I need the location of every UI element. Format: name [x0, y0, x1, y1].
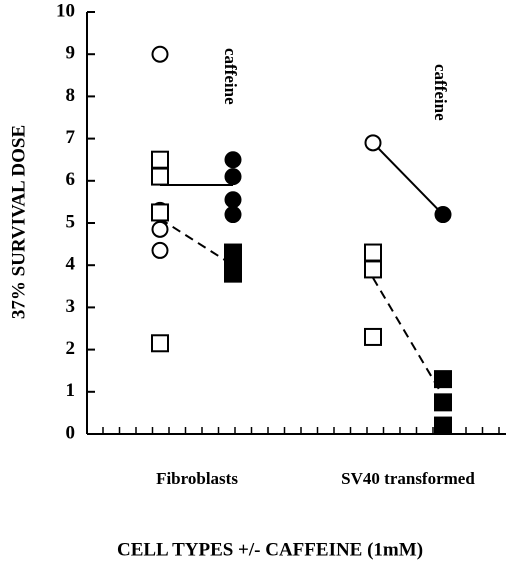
point: [364, 134, 382, 152]
y-tick-label: 2: [66, 338, 76, 359]
point: [434, 206, 452, 224]
point: [151, 241, 169, 259]
point: [224, 206, 242, 224]
y-tick-label: 1: [66, 380, 76, 401]
connector-line: [372, 142, 444, 216]
connector-line: [159, 217, 234, 267]
point: [224, 264, 242, 283]
point: [364, 243, 382, 262]
y-tick-label: 9: [66, 43, 76, 64]
point: [224, 151, 242, 169]
point: [434, 393, 452, 412]
point: [434, 416, 452, 435]
point: [151, 167, 169, 186]
annotation: caffeine: [431, 64, 450, 121]
point: [364, 260, 382, 279]
point: [151, 334, 169, 353]
x-axis-label: CELL TYPES +/- CAFFEINE (1mM): [117, 539, 423, 560]
x-tick-label: SV40 transformed: [341, 469, 475, 488]
y-tick-label: 10: [56, 0, 75, 21]
y-tick-label: 5: [66, 211, 76, 232]
point: [151, 45, 169, 63]
y-tick-label: 6: [66, 169, 76, 190]
point: [151, 220, 169, 238]
point: [151, 150, 169, 169]
point: [364, 327, 382, 346]
point: [224, 168, 242, 186]
annotation: caffeine: [221, 48, 240, 105]
y-tick-label: 0: [66, 422, 76, 443]
y-tick-label: 7: [66, 127, 76, 148]
y-tick-label: 4: [66, 254, 76, 275]
connector-line: [372, 277, 444, 397]
y-axis-label: 37% SURVIVAL DOSE: [8, 125, 29, 319]
y-tick-label: 8: [66, 85, 76, 106]
x-tick-label: Fibroblasts: [156, 469, 238, 488]
point: [151, 203, 169, 222]
point: [224, 191, 242, 209]
y-tick-label: 3: [66, 296, 76, 317]
point: [434, 370, 452, 389]
